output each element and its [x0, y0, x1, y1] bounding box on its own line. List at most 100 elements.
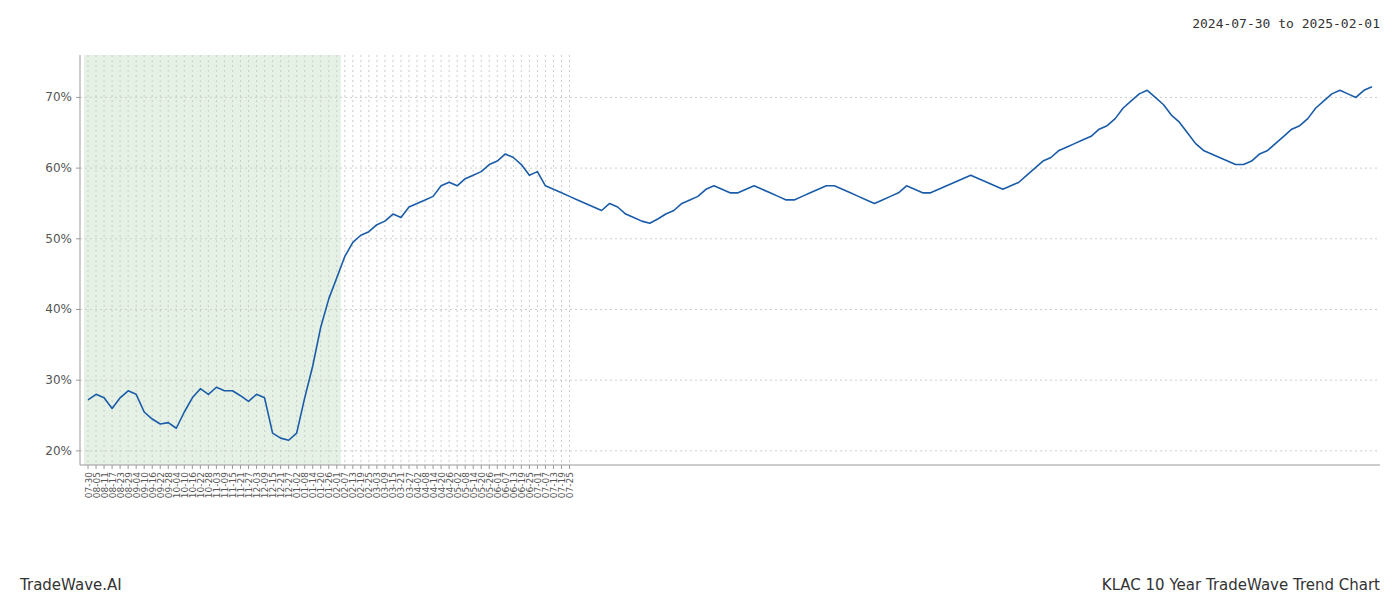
x-grid-line — [368, 55, 369, 465]
x-grid-line — [344, 55, 345, 465]
x-grid-line — [376, 55, 377, 465]
x-tick — [553, 465, 554, 469]
y-tick — [76, 97, 80, 98]
x-tick — [489, 465, 490, 469]
x-grid-line — [264, 55, 265, 465]
x-grid-line — [176, 55, 177, 465]
y-grid-line — [80, 238, 1380, 239]
x-grid-line — [384, 55, 385, 465]
x-tick — [304, 465, 305, 469]
x-tick — [513, 465, 514, 469]
x-tick — [192, 465, 193, 469]
x-grid-line — [224, 55, 225, 465]
x-grid-line — [88, 55, 89, 465]
x-grid-line — [328, 55, 329, 465]
x-tick — [232, 465, 233, 469]
x-grid-line — [320, 55, 321, 465]
y-grid-line — [80, 380, 1380, 381]
y-grid-line — [80, 450, 1380, 451]
x-grid-line — [553, 55, 554, 465]
x-grid-line — [409, 55, 410, 465]
x-tick — [96, 465, 97, 469]
x-tick — [144, 465, 145, 469]
x-grid-line — [561, 55, 562, 465]
x-grid-line — [392, 55, 393, 465]
x-grid-line — [521, 55, 522, 465]
x-tick — [545, 465, 546, 469]
x-tick — [392, 465, 393, 469]
x-tick — [425, 465, 426, 469]
x-tick — [368, 465, 369, 469]
x-tick — [176, 465, 177, 469]
x-grid-line — [272, 55, 273, 465]
x-grid-line — [312, 55, 313, 465]
x-grid-line — [457, 55, 458, 465]
x-grid-line — [248, 55, 249, 465]
y-tick-label: 70% — [45, 90, 72, 104]
x-grid-line — [280, 55, 281, 465]
x-tick — [208, 465, 209, 469]
x-grid-line — [168, 55, 169, 465]
y-axis-line — [80, 55, 81, 465]
x-tick — [240, 465, 241, 469]
x-tick — [481, 465, 482, 469]
x-grid-line — [537, 55, 538, 465]
y-tick-label: 20% — [45, 444, 72, 458]
x-grid-line — [232, 55, 233, 465]
x-tick — [296, 465, 297, 469]
x-grid-line — [160, 55, 161, 465]
x-tick — [312, 465, 313, 469]
y-tick-label: 50% — [45, 232, 72, 246]
y-grid-line — [80, 309, 1380, 310]
y-grid-line — [80, 168, 1380, 169]
x-grid-line — [481, 55, 482, 465]
x-tick — [336, 465, 337, 469]
x-tick — [104, 465, 105, 469]
x-tick — [320, 465, 321, 469]
x-grid-line — [112, 55, 113, 465]
title: 2024-07-30 to 2025-02-01 — [1192, 16, 1380, 31]
footer-left: TradeWave.AI — [19, 576, 122, 594]
x-tick — [344, 465, 345, 469]
x-tick — [128, 465, 129, 469]
x-tick — [152, 465, 153, 469]
x-tick — [417, 465, 418, 469]
x-grid-line — [336, 55, 337, 465]
x-grid-line — [256, 55, 257, 465]
x-grid-line — [569, 55, 570, 465]
x-tick-label: 07-25 — [565, 472, 575, 498]
x-tick — [88, 465, 89, 469]
x-tick — [248, 465, 249, 469]
x-grid-line — [104, 55, 105, 465]
y-tick-label: 60% — [45, 161, 72, 175]
x-grid-line — [449, 55, 450, 465]
x-tick — [136, 465, 137, 469]
x-tick — [328, 465, 329, 469]
y-tick-label: 40% — [45, 302, 72, 316]
x-grid-line — [192, 55, 193, 465]
x-grid-line — [216, 55, 217, 465]
x-tick — [457, 465, 458, 469]
y-tick — [76, 309, 80, 310]
x-grid-line — [288, 55, 289, 465]
x-grid-line — [425, 55, 426, 465]
x-tick — [168, 465, 169, 469]
x-tick — [433, 465, 434, 469]
x-tick — [264, 465, 265, 469]
x-grid-line — [296, 55, 297, 465]
x-grid-line — [545, 55, 546, 465]
x-tick — [441, 465, 442, 469]
x-tick — [256, 465, 257, 469]
x-tick — [384, 465, 385, 469]
x-tick — [360, 465, 361, 469]
x-grid-line — [400, 55, 401, 465]
x-grid-line — [473, 55, 474, 465]
x-tick — [184, 465, 185, 469]
x-tick — [529, 465, 530, 469]
x-grid-line — [240, 55, 241, 465]
footer-right: KLAC 10 Year TradeWave Trend Chart — [1102, 576, 1380, 594]
y-tick — [76, 238, 80, 239]
x-grid-line — [529, 55, 530, 465]
x-grid-line — [360, 55, 361, 465]
x-tick — [497, 465, 498, 469]
